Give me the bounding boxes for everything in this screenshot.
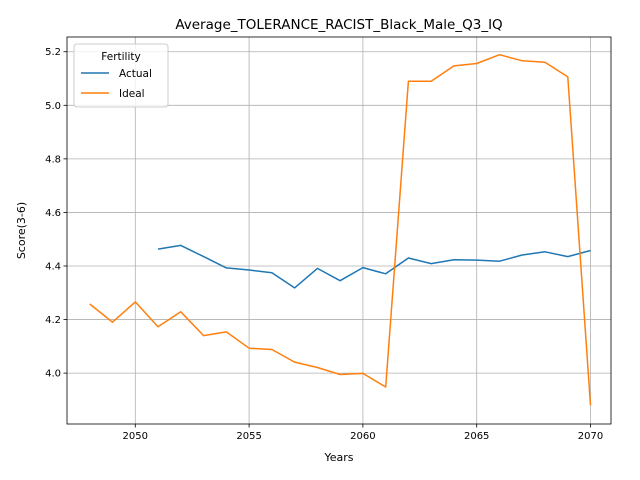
x-axis-ticks: 2050 2055 2060 2065 2070 bbox=[123, 424, 604, 442]
x-tick-label: 2060 bbox=[350, 431, 375, 442]
y-tick-label: 4.8 bbox=[45, 154, 61, 165]
y-tick-label: 5.2 bbox=[45, 47, 61, 58]
x-tick-label: 2055 bbox=[236, 431, 261, 442]
legend-label-ideal: Ideal bbox=[119, 88, 145, 100]
x-tick-label: 2065 bbox=[464, 431, 489, 442]
y-tick-label: 4.4 bbox=[45, 261, 61, 272]
y-axis-ticks: 4.0 4.2 4.4 4.6 4.8 5.0 5.2 bbox=[45, 47, 67, 379]
x-axis-label: Years bbox=[323, 451, 353, 464]
series-line-actual bbox=[158, 245, 591, 288]
y-tick-label: 5.0 bbox=[45, 101, 61, 112]
y-tick-label: 4.0 bbox=[45, 369, 61, 380]
x-tick-label: 2050 bbox=[123, 431, 148, 442]
legend-title: Fertility bbox=[101, 51, 140, 63]
y-tick-label: 4.6 bbox=[45, 208, 61, 219]
chart-title: Average_TOLERANCE_RACIST_Black_Male_Q3_I… bbox=[175, 17, 502, 33]
y-axis-label: Score(3-6) bbox=[15, 202, 28, 259]
legend: Fertility Actual Ideal bbox=[74, 44, 168, 107]
y-tick-label: 4.2 bbox=[45, 315, 61, 326]
legend-label-actual: Actual bbox=[119, 68, 152, 80]
x-tick-label: 2070 bbox=[578, 431, 603, 442]
